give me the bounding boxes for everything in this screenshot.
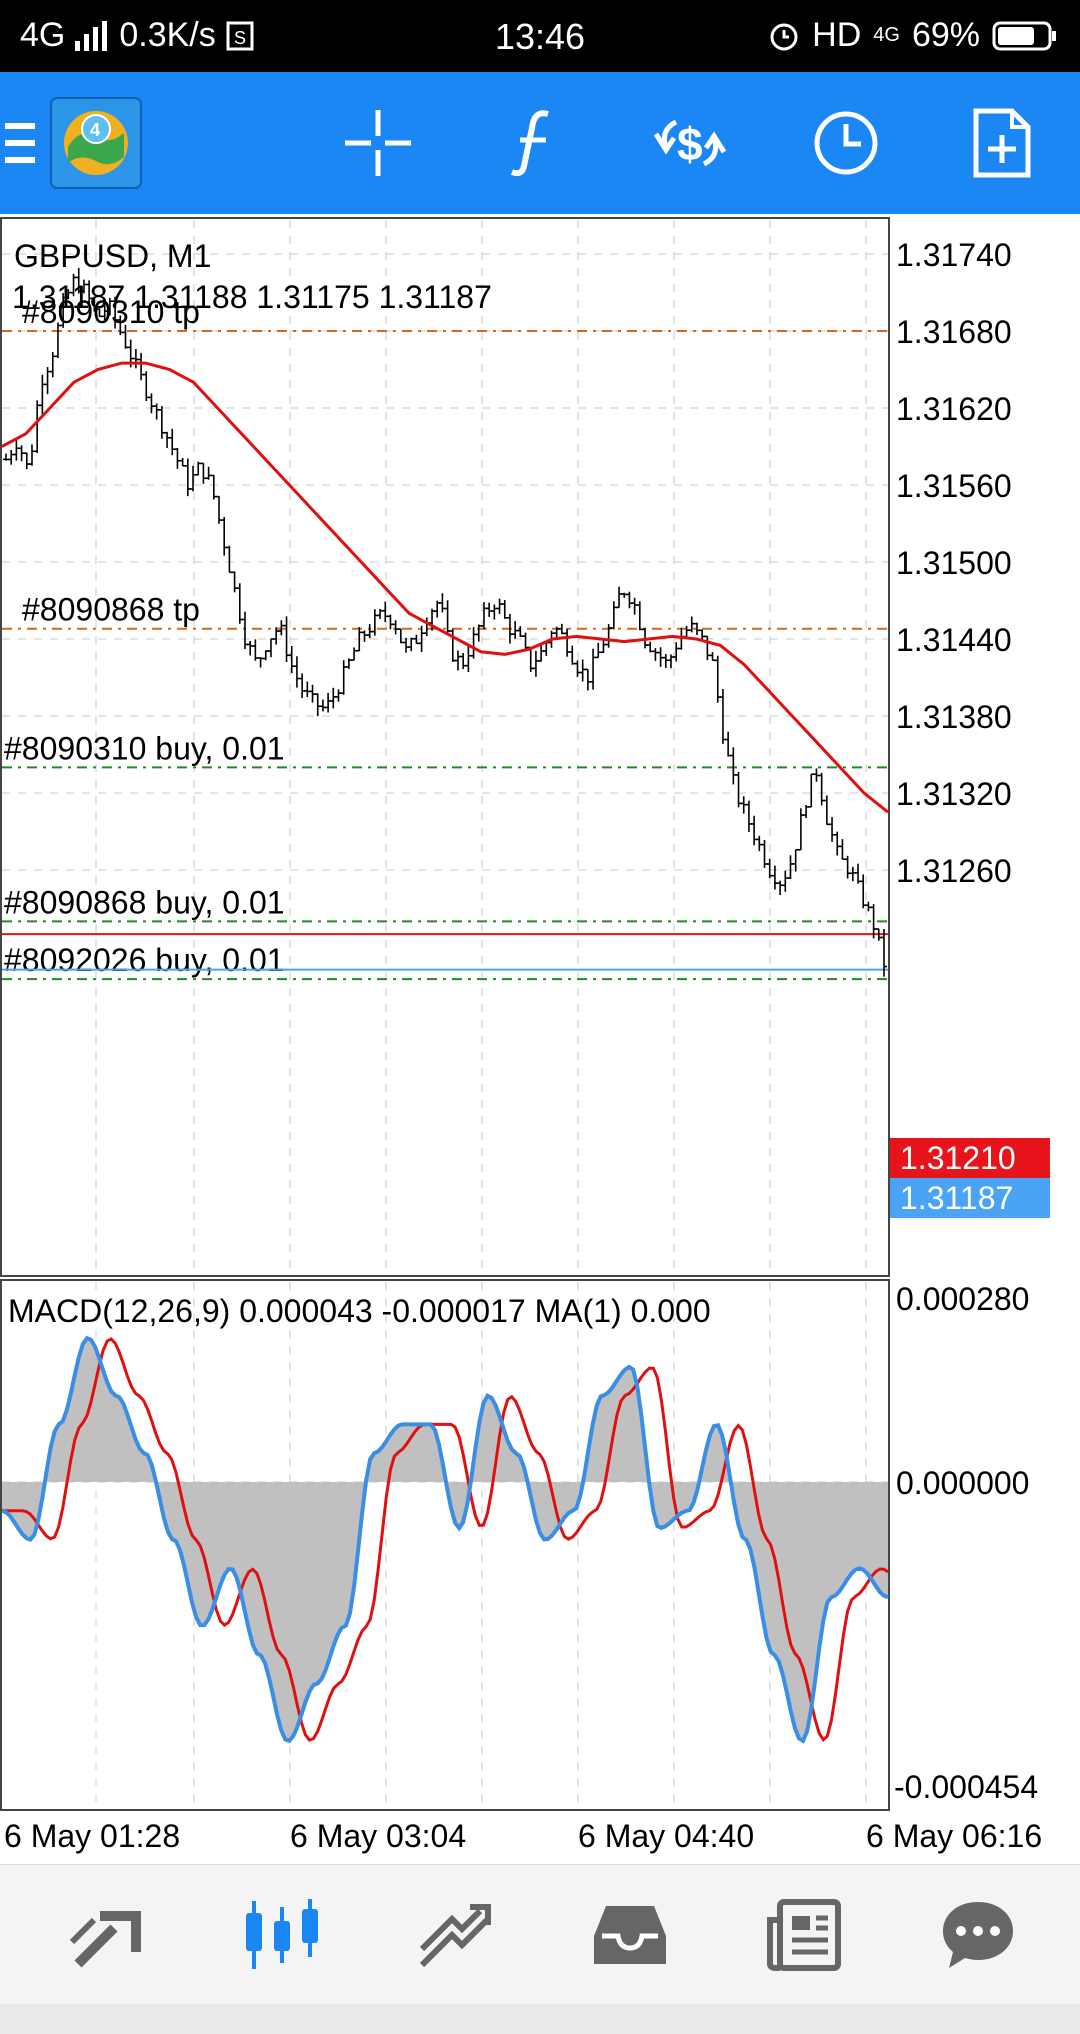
price-tick-7: 1.31320 (896, 776, 1012, 812)
signal-icon (75, 20, 108, 51)
new-order-icon (973, 108, 1031, 178)
macd-histogram (2, 1338, 888, 1741)
buy-line-1-label: #8090310 buy, 0.01 (4, 730, 285, 766)
status-bar: 4G 0.3K/s S 13:46 HD 4G 69% (0, 0, 1080, 72)
macd-chart[interactable]: MACD(12,26,9) 0.000043 -0.000017 MA(1) 0… (0, 1278, 1080, 1812)
time-label-1: 6 May 01:28 (4, 1818, 181, 1854)
system-nav-strip (0, 2004, 1080, 2034)
macd-axis-top: 0.000280 (896, 1281, 1029, 1317)
tp-line-1-label: #8090310 tp (22, 294, 200, 330)
moving-average-line (1, 361, 889, 814)
timeframe-icon (814, 111, 878, 175)
macd-axis-bottom: -0.000454 (894, 1769, 1038, 1805)
time-axis: 6 May 01:28 6 May 03:04 6 May 04:40 6 Ma… (0, 1812, 1080, 1864)
tp-line-2-label: #8090868 tp (22, 592, 200, 628)
macd-label: MACD(12,26,9) 0.000043 -0.000017 MA(1) 0… (8, 1293, 711, 1329)
chart-frame (0, 217, 890, 1277)
top-toolbar: 4 $ (0, 72, 1080, 214)
trade-button[interactable]: $ (632, 72, 748, 214)
nav-history[interactable] (555, 1865, 705, 2005)
menu-icon (5, 123, 35, 163)
nav-quotes[interactable] (33, 1865, 183, 2005)
time-label-4: 6 May 06:16 (866, 1818, 1043, 1854)
price-chart[interactable]: 1.31740 1.31680 1.31620 1.31560 1.31500 1.314… (0, 214, 1080, 1278)
price-tick-1: 1.31680 (896, 314, 1012, 350)
nav-chat[interactable] (903, 1865, 1053, 2005)
crosshair-icon (345, 110, 411, 176)
network-speed: 0.3K/s (119, 16, 216, 54)
ask-price-label: 1.31210 (900, 1140, 1016, 1176)
battery-percent: 69% (911, 16, 980, 54)
svg-text:S: S (234, 28, 246, 48)
app-logo-button[interactable]: 4 (48, 72, 144, 214)
sim-icon: S (226, 21, 254, 50)
price-tick-8: 1.31260 (896, 853, 1012, 889)
new-order-button[interactable] (944, 72, 1060, 214)
battery-icon (992, 21, 1056, 50)
svg-text:4: 4 (90, 120, 100, 140)
buy-line-2-label: #8090868 buy, 0.01 (4, 884, 285, 920)
price-tick-0: 1.31740 (896, 237, 1012, 273)
chart-grid (2, 220, 888, 1274)
macd-line (1, 1335, 889, 1744)
chart-icon (246, 1899, 318, 1969)
price-tick-3: 1.31560 (896, 468, 1012, 504)
history-icon (594, 1906, 666, 1964)
order-lines: #8090310 tp #8090868 tp #8090310 buy, 0.01… (2, 294, 888, 981)
price-tick-4: 1.31500 (896, 545, 1012, 581)
mt4-logo-icon: 4 (50, 97, 142, 189)
bid-price-badge (890, 1178, 1050, 1218)
price-tick-2: 1.31620 (896, 391, 1012, 427)
indicators-button[interactable] (476, 72, 592, 214)
network-type-2: 4G (873, 24, 900, 46)
nav-news[interactable] (729, 1865, 879, 2005)
clock: 13:46 (494, 16, 586, 57)
timeframe-button[interactable] (788, 72, 904, 214)
ohlc-label: 1.31187 1.31188 1.31175 1.31187 (12, 279, 492, 315)
price-tick-5: 1.31440 (896, 622, 1012, 658)
svg-text:$: $ (677, 118, 703, 170)
nav-chart[interactable] (207, 1865, 357, 2005)
chat-icon (943, 1902, 1013, 1968)
bid-price-label: 1.31187 (900, 1180, 1013, 1216)
bottom-navigation (0, 1864, 1080, 2005)
macd-signal-line (2, 1337, 889, 1743)
price-tick-6: 1.31380 (896, 699, 1012, 735)
symbol-label: GBPUSD, M1 (14, 238, 211, 274)
time-label-3: 6 May 04:40 (578, 1818, 755, 1854)
crosshair-button[interactable] (320, 72, 436, 214)
menu-button[interactable] (0, 72, 40, 214)
buy-line-3-label: #8092026 buy, 0.01 (4, 942, 285, 978)
trade-nav-icon (419, 1904, 491, 1968)
hd-indicator: HD (812, 16, 862, 54)
indicators-icon (510, 110, 549, 177)
price-candles (3, 267, 887, 977)
macd-axis-zero: 0.000000 (896, 1465, 1029, 1501)
nav-trade[interactable] (381, 1865, 531, 2005)
trade-icon: $ (653, 118, 727, 170)
ask-price-badge (890, 1138, 1050, 1178)
macd-frame (0, 1279, 890, 1811)
time-label-2: 6 May 03:04 (290, 1818, 467, 1854)
price-axis: 1.31740 1.31680 1.31620 1.31560 1.31500 1.314… (896, 237, 1012, 889)
news-icon (767, 1899, 841, 1971)
network-type: 4G (20, 16, 66, 54)
quotes-icon (70, 1911, 141, 1968)
alarm-icon (770, 23, 798, 50)
